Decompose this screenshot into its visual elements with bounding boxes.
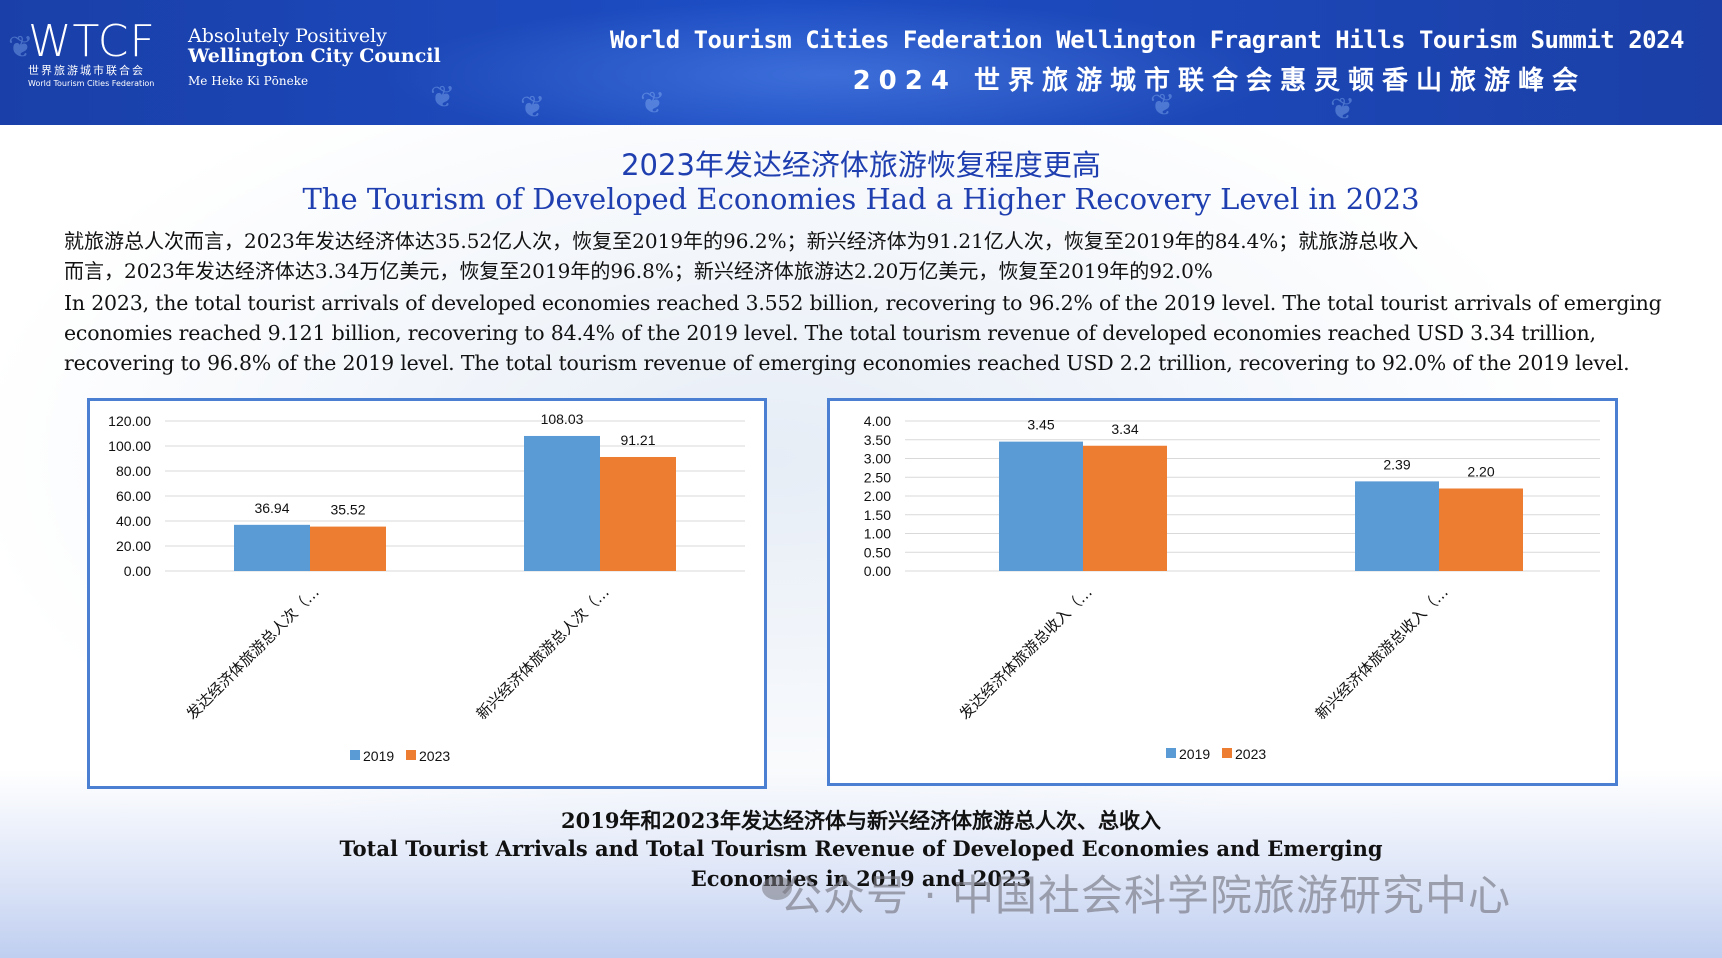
legend-swatch-2019 <box>350 750 360 760</box>
summit-title: World Tourism Cities Federation Wellingt… <box>609 26 1685 97</box>
category-label: 发达经济体旅游总收入（… <box>956 583 1096 723</box>
y-tick-label: 20.00 <box>116 538 151 554</box>
legend-label-2019: 2019 <box>363 748 394 764</box>
partner-line-1: Absolutely Positively <box>188 25 387 47</box>
wechat-icon <box>762 876 792 900</box>
y-tick-label: 2.00 <box>864 488 891 504</box>
arrivals-chart: 0.00 20.00 40.00 60.00 80.00 100.00 120.00 36.9… <box>87 398 767 789</box>
fern-leaf-icon: ❦ <box>1330 92 1356 125</box>
summary-cn-line-2: 而言，2023年发达经济体达3.34万亿美元，恢复至2019年的96.8%；新兴… <box>64 259 1213 283</box>
fern-leaf-icon: ❦ <box>640 86 666 121</box>
watermark-text: 公众号 · 中国社会科学院旅游研究中心 <box>780 871 1512 920</box>
bar-2023-1 <box>1083 445 1167 571</box>
bar-2019-1 <box>234 524 310 571</box>
header-banner: ❦ ❦ ❦ ❦ ❦ ❦ WTCF 世界旅游城市联合会 World Tourism… <box>0 0 1722 125</box>
bar-2023-1 <box>310 526 386 571</box>
legend-swatch-2023 <box>1222 748 1232 758</box>
partner-line-3: Me Heke Ki Pōneke <box>188 74 309 88</box>
wellington-council-logo: Absolutely Positively Wellington City Co… <box>188 26 441 88</box>
bar-2023-2 <box>600 456 676 571</box>
legend-label-2023: 2023 <box>419 748 450 764</box>
summary-en-line-2: economies reached 9.121 billion, recover… <box>64 321 1596 345</box>
page-title-cn: 2023年发达经济体旅游恢复程度更高 <box>621 148 1101 182</box>
category-label: 新兴经济体旅游总收入（… <box>1312 583 1452 723</box>
y-tick-label: 40.00 <box>116 513 151 529</box>
category-label: 新兴经济体旅游总人次（… <box>473 583 613 723</box>
bar-2023-2 <box>1439 488 1523 571</box>
fern-leaf-icon: ❦ <box>1150 88 1176 123</box>
bar-2019-2 <box>1355 481 1439 571</box>
fern-leaf-icon: ❦ <box>8 30 34 65</box>
bottom-glow-background <box>0 770 1722 958</box>
data-label: 2.39 <box>1383 456 1410 472</box>
y-tick-label: 120.00 <box>108 413 151 429</box>
wtcf-logo-text: WTCF <box>28 16 156 67</box>
summit-title-en: World Tourism Cities Federation Wellingt… <box>609 26 1685 54</box>
data-label: 36.94 <box>254 500 289 516</box>
y-tick-label: 3.00 <box>864 451 891 467</box>
legend-label-2019: 2019 <box>1179 746 1210 762</box>
caption-cn: 2019年和2023年发达经济体与新兴经济体旅游总人次、总收入 <box>561 808 1161 833</box>
summary-en-line-1: In 2023, the total tourist arrivals of d… <box>64 291 1662 315</box>
wtcf-logo: WTCF 世界旅游城市联合会 World Tourism Cities Fede… <box>28 16 156 89</box>
y-tick-label: 60.00 <box>116 488 151 504</box>
y-tick-label: 0.50 <box>864 544 891 560</box>
partner-line-2: Wellington City Council <box>188 45 441 67</box>
revenue-chart-svg: 0.00 0.50 1.00 1.50 2.00 2.50 3.00 3.50 4.00 3.45… <box>864 413 1600 762</box>
y-tick-label: 2.50 <box>864 469 891 485</box>
summary-paragraph-en: In 2023, the total tourist arrivals of d… <box>64 288 1674 378</box>
caption-en-line-1: Total Tourist Arrivals and Total Tourism… <box>339 836 1383 861</box>
bar-2019-2 <box>524 435 600 571</box>
bar-2019-1 <box>999 441 1083 571</box>
y-tick-label: 0.00 <box>864 563 891 579</box>
data-label: 3.45 <box>1027 417 1054 433</box>
fern-leaf-icon: ❦ <box>430 80 456 115</box>
arrivals-chart-svg: 0.00 20.00 40.00 60.00 80.00 100.00 120.00 36.9… <box>108 411 745 764</box>
y-tick-label: 80.00 <box>116 463 151 479</box>
data-label: 35.52 <box>330 502 365 518</box>
y-tick-label: 1.50 <box>864 507 891 523</box>
fern-leaf-icon: ❦ <box>520 90 546 125</box>
data-label: 108.03 <box>541 411 584 427</box>
header-glow <box>380 0 1280 125</box>
wtcf-logo-cn: 世界旅游城市联合会 <box>28 64 145 77</box>
y-tick-label: 4.00 <box>864 413 891 429</box>
data-label: 2.20 <box>1467 464 1494 480</box>
caption-en-line-2: Economies in 2019 and 2023 <box>690 866 1032 891</box>
summit-title-cn: 2024 世界旅游城市联合会惠灵顿香山旅游峰会 <box>852 66 1586 96</box>
y-tick-label: 0.00 <box>124 563 151 579</box>
legend-label-2023: 2023 <box>1235 746 1266 762</box>
legend-swatch-2019 <box>1166 748 1176 758</box>
summary-cn-line-1: 就旅游总人次而言，2023年发达经济体达35.52亿人次，恢复至2019年的96… <box>64 229 1419 253</box>
data-label: 3.34 <box>1111 421 1138 437</box>
y-tick-label: 1.00 <box>864 526 891 542</box>
revenue-chart: 0.00 0.50 1.00 1.50 2.00 2.50 3.00 3.50 4.00 3.45… <box>827 398 1618 786</box>
data-label: 91.21 <box>620 432 655 448</box>
summary-paragraph-cn: 就旅游总人次而言，2023年发达经济体达35.52亿人次，恢复至2019年的96… <box>64 226 1674 286</box>
page-title-en: The Tourism of Developed Economies Had a… <box>302 182 1420 216</box>
y-tick-label: 3.50 <box>864 432 891 448</box>
wtcf-logo-en: World Tourism Cities Federation <box>28 79 155 88</box>
summary-en-line-3: recovering to 96.8% of the 2019 level. T… <box>64 351 1630 375</box>
legend-swatch-2023 <box>406 750 416 760</box>
y-tick-label: 100.00 <box>108 438 151 454</box>
category-label: 发达经济体旅游总人次（… <box>183 583 323 723</box>
